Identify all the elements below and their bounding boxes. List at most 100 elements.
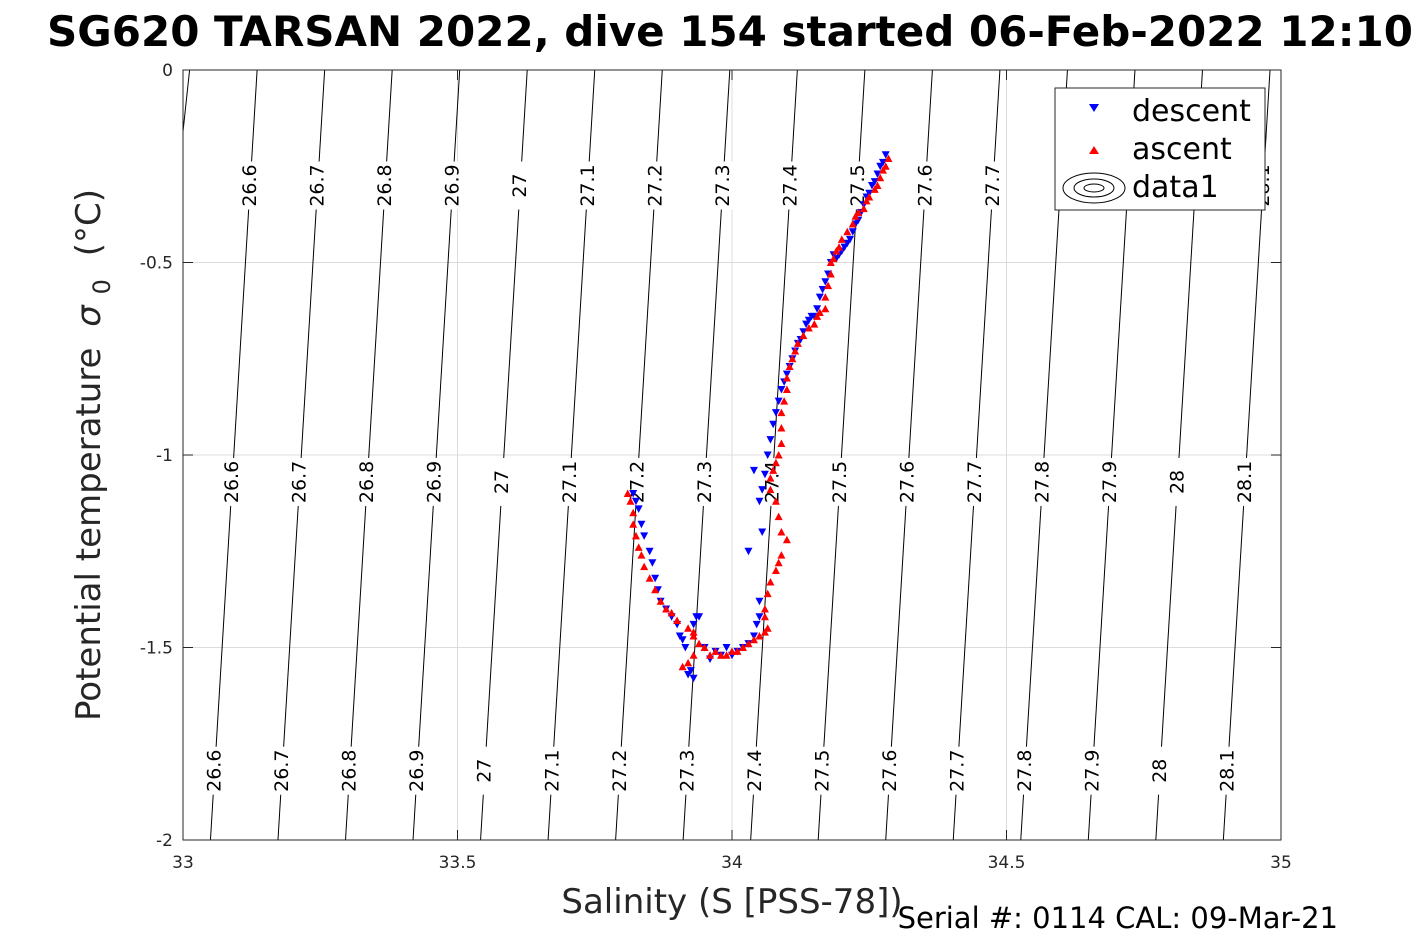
ascent-point bbox=[763, 589, 772, 598]
ascent-point bbox=[651, 585, 660, 594]
contour-label-bg bbox=[1166, 457, 1189, 506]
contour-label-bg bbox=[676, 746, 699, 795]
contour-label-bg bbox=[644, 161, 667, 210]
contour-label: 26.9 bbox=[406, 750, 428, 792]
ascent-point bbox=[824, 281, 833, 290]
ascent-point bbox=[774, 512, 783, 521]
descent-point bbox=[752, 620, 761, 629]
descent-point bbox=[771, 409, 780, 417]
contour-label: 27.2 bbox=[609, 750, 631, 792]
ascent-point bbox=[640, 562, 649, 571]
ascent-point bbox=[673, 616, 682, 625]
contour-label: 28 bbox=[1149, 759, 1171, 783]
ascent-point bbox=[769, 466, 778, 474]
descent-point bbox=[689, 674, 698, 683]
contour-label: 27.4 bbox=[744, 750, 766, 792]
ascent-point bbox=[859, 204, 868, 213]
serial-cal-footer: Serial #: 0114 CAL: 09-Mar-21 bbox=[898, 901, 1338, 935]
contour-label: 26.9 bbox=[424, 461, 446, 503]
density-contours: 26.6 26.7 26.8 26.9 27 27.1 27.2 27.3 27.4 27.5 27… bbox=[182, 69, 1275, 841]
ascent-point bbox=[777, 424, 786, 432]
x-tick-label: 34 bbox=[721, 853, 743, 873]
descent-point bbox=[749, 466, 758, 475]
contour-label: 27.6 bbox=[914, 164, 936, 206]
descent-point bbox=[684, 670, 693, 679]
descent-point bbox=[843, 239, 852, 248]
legend-contour-icon bbox=[1062, 172, 1126, 204]
contour-label: 27.5 bbox=[847, 164, 869, 206]
descent-point bbox=[777, 386, 786, 394]
contour-label: 26.6 bbox=[204, 750, 226, 792]
contour-label-bg bbox=[271, 746, 294, 795]
ascent-point bbox=[662, 605, 671, 613]
contour-label: 26.6 bbox=[221, 461, 243, 503]
ascent-point bbox=[878, 166, 887, 174]
contour-label: 26.8 bbox=[339, 750, 361, 792]
ascent-point bbox=[700, 643, 709, 651]
ascent-point bbox=[851, 212, 860, 220]
ascent-point bbox=[689, 651, 698, 659]
descent-point bbox=[640, 532, 649, 540]
ascent-point bbox=[629, 520, 638, 528]
ascent-point bbox=[774, 451, 783, 459]
x-tick-label: 34.5 bbox=[988, 853, 1026, 873]
contour-label-bg bbox=[1031, 457, 1054, 506]
ascent-point bbox=[810, 320, 819, 328]
contour-label: 27.3 bbox=[712, 164, 734, 206]
ascent-point bbox=[785, 362, 794, 370]
descent-point bbox=[881, 151, 890, 159]
descent-point bbox=[840, 243, 849, 252]
descent-point bbox=[629, 490, 638, 498]
legend-descent-marker bbox=[1089, 104, 1099, 112]
contour-label-bg bbox=[811, 746, 834, 795]
contour-label: 26.9 bbox=[442, 164, 464, 206]
contour-label-bg bbox=[946, 746, 969, 795]
ascent-point bbox=[689, 628, 698, 636]
ascent-point bbox=[711, 647, 720, 655]
contour-label: 27.4 bbox=[779, 164, 801, 206]
descent-point bbox=[873, 170, 882, 178]
descent-point bbox=[774, 397, 783, 406]
ascent-point bbox=[791, 347, 800, 355]
ascent-point bbox=[760, 605, 769, 613]
ascent-point bbox=[667, 608, 676, 617]
descent-point bbox=[867, 182, 876, 190]
ascent-point bbox=[832, 246, 841, 255]
ascent-point bbox=[799, 331, 808, 340]
descent-point bbox=[755, 597, 764, 606]
ascent-point bbox=[760, 612, 769, 621]
ascent-point bbox=[777, 528, 786, 536]
contour-label-bg bbox=[441, 161, 464, 210]
descent-point bbox=[846, 235, 855, 244]
ascent-point bbox=[631, 531, 640, 540]
ascent-point bbox=[876, 173, 885, 182]
ascent-point bbox=[788, 354, 797, 363]
contour-label: 27.8 bbox=[1014, 750, 1036, 792]
descent-point bbox=[675, 632, 684, 640]
ascent-point bbox=[656, 597, 665, 605]
ascent-point bbox=[782, 385, 791, 394]
ascent-point bbox=[804, 323, 813, 332]
ascent-point bbox=[744, 639, 753, 648]
ascent-point bbox=[626, 497, 635, 505]
descent-point bbox=[813, 305, 822, 313]
x-tick-label: 33.5 bbox=[439, 853, 477, 873]
ascent-point bbox=[689, 631, 698, 640]
contour-label: 27.3 bbox=[694, 461, 716, 503]
ascent-point bbox=[733, 647, 742, 655]
contour-label-bg bbox=[576, 161, 599, 210]
descent-point bbox=[878, 158, 887, 167]
tick-labels: 33 33.5 34 34.5 35 0 -0.5 -1 -1.5 -2 bbox=[140, 61, 1292, 873]
contour-label-bg bbox=[1099, 457, 1122, 506]
contour-label-bg bbox=[203, 746, 226, 795]
ascent-point bbox=[813, 312, 822, 320]
contour-label-bg bbox=[239, 161, 262, 210]
contour-label: 26.8 bbox=[374, 164, 396, 206]
descent-point bbox=[802, 320, 811, 329]
ascent-point bbox=[755, 631, 764, 640]
contour-label-bg bbox=[509, 161, 532, 210]
contour-label-bg bbox=[288, 457, 311, 506]
descent-point bbox=[637, 520, 646, 529]
ascent-point bbox=[771, 497, 780, 505]
